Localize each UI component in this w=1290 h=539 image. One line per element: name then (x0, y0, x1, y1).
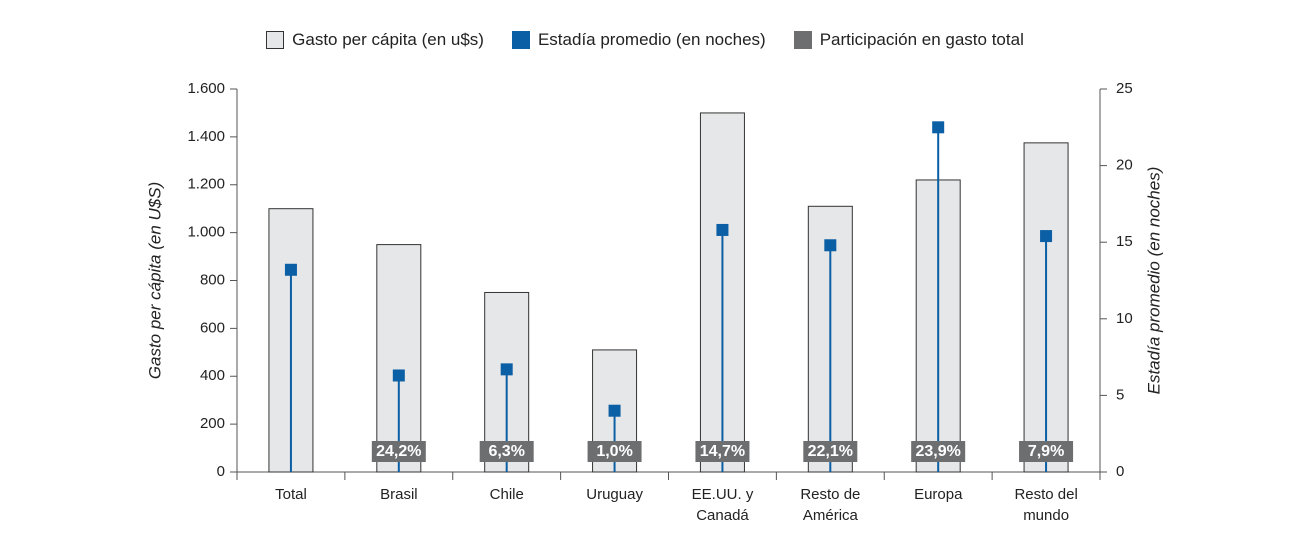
x-tick-label: Total (275, 486, 307, 503)
legend-swatch (793, 31, 812, 49)
legend-label: Estadía promedio (en noches) (537, 30, 766, 49)
y2-tick-label: 20 (1116, 157, 1133, 174)
lollipop-marker (284, 263, 297, 276)
share-label-box (371, 441, 426, 462)
share-label-box (479, 441, 534, 462)
y-tick-label: 1.200 (187, 176, 225, 193)
share-label-box (1019, 441, 1074, 462)
lollipop-marker (608, 404, 621, 417)
y-tick-label: 600 (200, 319, 225, 336)
y-tick-label: 1.400 (187, 128, 225, 145)
y2-tick-label: 15 (1116, 233, 1133, 250)
x-tick-label: Uruguay (586, 486, 643, 503)
lollipop-marker (500, 363, 513, 376)
y-tick-label: 1.000 (187, 224, 225, 241)
y2-tick-label: 10 (1116, 310, 1133, 327)
x-tick-label: Europa (914, 486, 963, 503)
y2-tick-label: 0 (1116, 463, 1124, 480)
lollipop-marker (932, 121, 945, 134)
y-tick-label: 200 (200, 415, 225, 432)
share-label-box (911, 441, 966, 462)
lollipop-marker (824, 239, 837, 252)
share-label: 14,7% (700, 443, 745, 460)
x-tick-label: Chile (489, 486, 524, 503)
y-axis-title: Gasto per cápita (en U$S) (145, 182, 164, 379)
legend: Gasto per cápita (en u$s) Estadía promedi… (0, 30, 1290, 50)
y2-tick-label: 5 (1116, 386, 1124, 403)
legend-item: Participación en gasto total (793, 30, 1024, 50)
y-tick-label: 0 (217, 463, 225, 480)
y2-axis-title: Estadía promedio (en noches) (1144, 167, 1163, 395)
x-tick-label: Brasil (380, 486, 418, 503)
y-tick-label: 400 (200, 367, 225, 384)
x-tick-label: Resto de América (800, 486, 861, 524)
lollipop-marker (392, 369, 405, 382)
x-tick-label: Resto del mundo (1014, 486, 1078, 524)
lollipop-marker (716, 223, 729, 236)
share-label: 22,1% (808, 443, 853, 460)
legend-swatch (511, 31, 530, 49)
share-label: 24,2% (376, 443, 421, 460)
y-tick-label: 1.600 (187, 80, 225, 97)
lollipop-marker (1040, 230, 1053, 243)
share-label-box (803, 441, 858, 462)
share-label-box (695, 441, 750, 462)
x-tick-label: EE.UU. y Canadá (691, 486, 754, 524)
share-label: 23,9% (916, 443, 961, 460)
share-label: 1,0% (596, 443, 632, 460)
legend-item: Gasto per cápita (en u$s) (266, 30, 484, 50)
share-label: 7,9% (1028, 443, 1064, 460)
legend-label: Gasto per cápita (en u$s) (292, 30, 484, 49)
legend-label: Participación en gasto total (819, 30, 1024, 49)
share-label-box (587, 441, 642, 462)
legend-item: Estadía promedio (en noches) (511, 30, 766, 50)
legend-swatch (266, 31, 285, 49)
y-tick-label: 800 (200, 271, 225, 288)
share-label: 6,3% (488, 443, 524, 460)
y2-tick-label: 25 (1116, 80, 1133, 97)
